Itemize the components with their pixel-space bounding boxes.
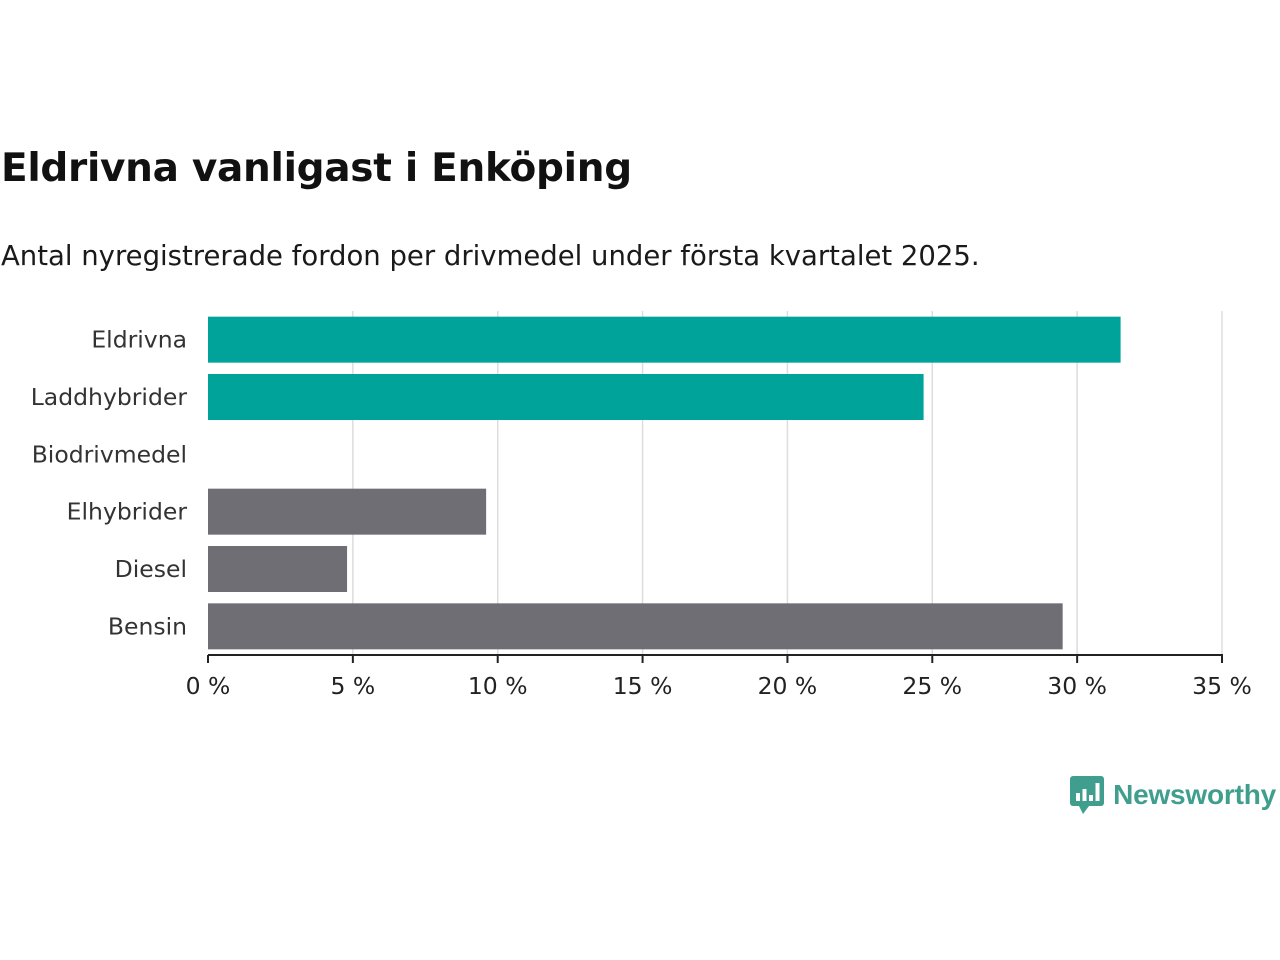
x-tick-label: 10 %: [468, 672, 528, 700]
bar-eldrivna: [208, 316, 1121, 363]
category-label: Biodrivmedel: [32, 440, 187, 468]
gridlines: [352, 311, 1223, 655]
x-tick-label: 0 %: [186, 672, 231, 700]
chart-subtitle: Antal nyregistrerade fordon per drivmede…: [1, 240, 980, 272]
x-tick-label: 15 %: [613, 672, 673, 700]
newsworthy-logo-icon: [1070, 776, 1105, 814]
x-tick-label: 20 %: [758, 672, 818, 700]
bar-diesel: [208, 546, 348, 592]
category-label: Elhybrider: [67, 498, 188, 526]
bar-laddhybrider: [208, 374, 924, 420]
category-label: Eldrivna: [91, 326, 187, 354]
x-tick-label: 5 %: [330, 672, 375, 700]
category-labels: Eldrivna Laddhybrider Biodrivmedel Elhybrid…: [31, 326, 188, 641]
bar-chart: Eldrivna Laddhybrider Biodrivmedel Elhybrid…: [31, 311, 1252, 700]
brand-name: Newsworthy: [1113, 779, 1276, 810]
bar-bensin: [208, 603, 1063, 650]
x-axis: 0 % 5 % 10 % 15 % 20 % 25 % 30 % 35 %: [186, 654, 1252, 700]
brand-logo: Newsworthy: [1069, 775, 1276, 815]
x-tick-label: 30 %: [1047, 672, 1107, 700]
bars: [208, 316, 1121, 650]
bar-elhybrider: [208, 488, 487, 535]
x-tick-label: 25 %: [902, 672, 962, 700]
x-tick-label: 35 %: [1192, 672, 1252, 700]
category-label: Bensin: [108, 612, 187, 640]
category-label: Laddhybrider: [31, 383, 188, 411]
chart-title: Eldrivna vanligast i Enköping: [1, 146, 632, 191]
category-label: Diesel: [115, 555, 187, 583]
